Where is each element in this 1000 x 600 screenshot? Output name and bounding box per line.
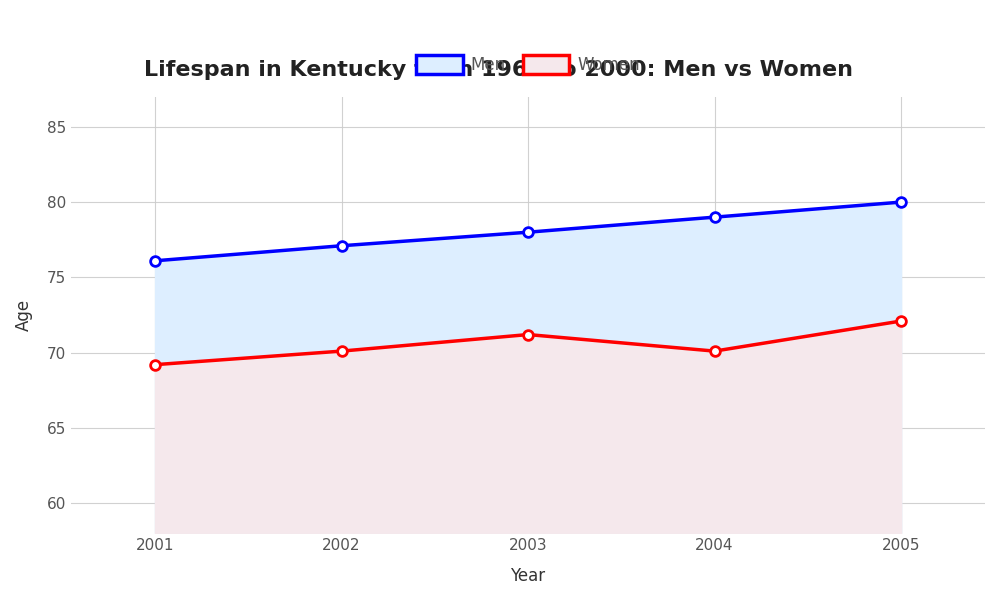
- Legend: Men, Women: Men, Women: [409, 49, 647, 81]
- Y-axis label: Age: Age: [15, 299, 33, 331]
- Text: Lifespan in Kentucky from 1968 to 2000: Men vs Women: Lifespan in Kentucky from 1968 to 2000: …: [144, 60, 853, 80]
- X-axis label: Year: Year: [511, 567, 546, 585]
